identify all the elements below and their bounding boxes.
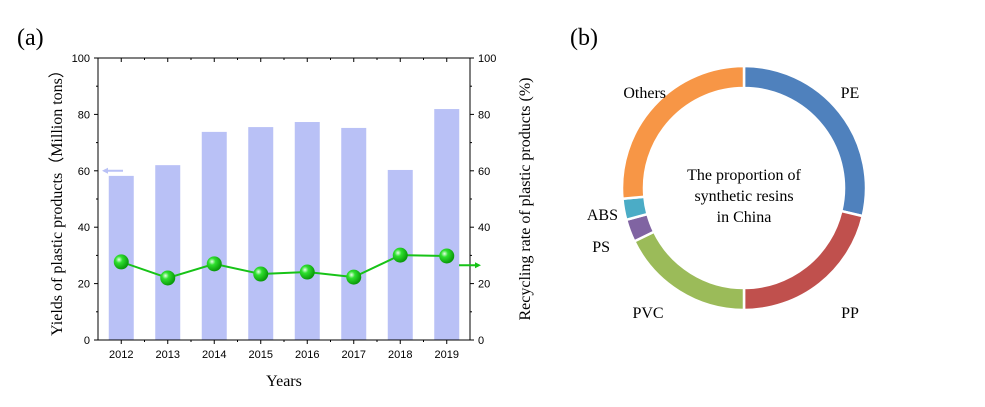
- y-axis-title: Yields of plastic products（Million tons）: [48, 62, 66, 336]
- y-tick-label: 80: [78, 109, 90, 121]
- x-tick-label: 2015: [249, 349, 273, 361]
- y-tick-label: 20: [78, 279, 90, 291]
- y-tick-label: 40: [78, 222, 90, 234]
- recycling-point-2014: [206, 256, 222, 272]
- slice-label-abs: ABS: [587, 207, 618, 224]
- x-tick-label: 2012: [109, 349, 133, 361]
- y-tick-label: 60: [78, 166, 90, 178]
- recycling-point-2016: [299, 264, 315, 280]
- bar-2016: [294, 122, 320, 340]
- y2-tick-label: 60: [478, 166, 490, 178]
- donut-chart: PE PP PVC PS ABS Others The proportion of synth…: [587, 64, 868, 322]
- bar-2013: [155, 165, 181, 340]
- x-axis-title: Years: [266, 373, 302, 390]
- slice-abs: [621, 195, 649, 222]
- slice-label-pe: PE: [841, 85, 860, 102]
- y2-tick-label: 40: [478, 222, 490, 234]
- slice-label-others: Others: [623, 85, 666, 102]
- recycling-point-2012: [113, 254, 129, 270]
- bar-2014: [201, 131, 227, 340]
- recycling-point-2019: [439, 248, 455, 264]
- slice-label-pp: PP: [841, 305, 859, 322]
- y2-tick-label: 0: [478, 335, 484, 347]
- bar-line-chart: 0 20 40 60 80 100 0 20 40 60 80 100 2012 2013 2014 2015…: [48, 53, 534, 390]
- y2-axis-title: Recycling rate of plastic products (%): [517, 77, 534, 320]
- recycling-rate-line: [120, 254, 447, 280]
- x-tick-label: 2018: [388, 349, 412, 361]
- panel-label-b: (b): [570, 25, 598, 51]
- slice-label-ps: PS: [592, 239, 610, 256]
- recycling-point-2015: [253, 266, 269, 282]
- x-tick-label: 2017: [342, 349, 366, 361]
- x-tick-label: 2016: [295, 349, 319, 361]
- recycling-point-2013: [160, 270, 176, 286]
- x-tick-label: 2013: [156, 349, 180, 361]
- y2-tick-label: 80: [478, 109, 490, 121]
- right-axis-arrow-icon: [475, 262, 481, 269]
- slice-others: [620, 64, 746, 201]
- panel-label-a: (a): [17, 25, 44, 51]
- recycling-point-2018: [392, 247, 408, 263]
- center-text-line: synthetic resins: [694, 188, 793, 205]
- recycling-point-2017: [346, 269, 362, 285]
- center-text-line: The proportion of: [687, 167, 801, 184]
- y2-tick-label: 100: [478, 53, 496, 65]
- left-axis-arrow-icon: [102, 167, 108, 174]
- x-tick-label: 2019: [435, 349, 459, 361]
- bar-2017: [341, 127, 367, 340]
- y-tick-label: 0: [84, 335, 90, 347]
- bar-2019: [434, 109, 460, 341]
- y-tick-label: 100: [72, 53, 90, 65]
- center-text-line: in China: [717, 209, 772, 226]
- bar-2015: [248, 127, 274, 340]
- x-tick-label: 2014: [202, 349, 226, 361]
- y2-tick-label: 20: [478, 279, 490, 291]
- slice-pvc: [632, 230, 746, 312]
- slice-label-pvc: PVC: [632, 305, 663, 322]
